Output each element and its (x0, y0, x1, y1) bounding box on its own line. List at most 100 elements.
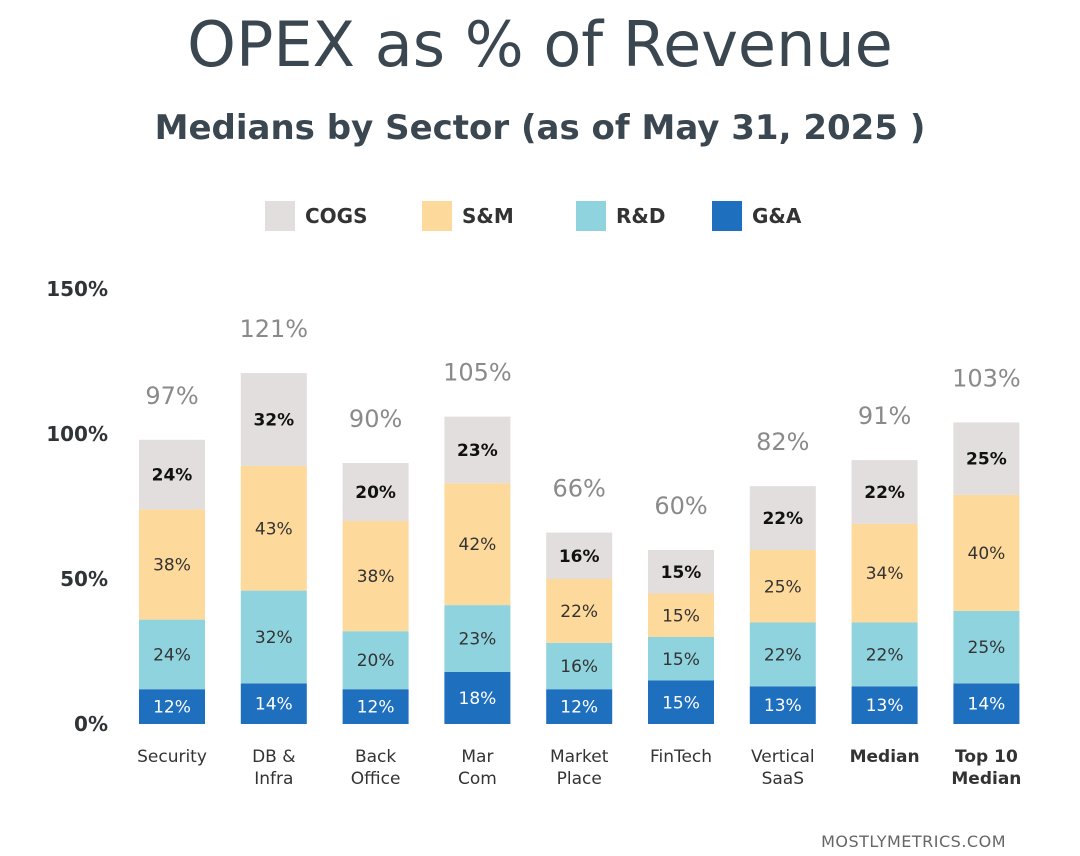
x-tick-label: Top 10 Median (951, 747, 1021, 789)
total-label: 97% (145, 382, 198, 410)
data-label-ga: 14% (968, 695, 1006, 715)
data-label-rd: 22% (866, 645, 904, 665)
data-label-ga: 18% (459, 689, 497, 709)
bars: 12% 24% 38% 24% 97% 14% 32% 43% 32% 121% 12% 20% 38%… (139, 315, 1021, 724)
bar-segment-rd (240, 590, 307, 684)
x-tick-label: Vertical SaaS (751, 747, 815, 789)
bar-stack: 12% 16% 22% 16% 66% (546, 475, 613, 724)
bar-segment-ga (953, 683, 1020, 724)
data-label-sm: 40% (968, 544, 1006, 564)
data-label-rd: 22% (764, 645, 802, 665)
bar-segment-sm (546, 579, 613, 643)
y-tick-label: 50% (60, 567, 108, 591)
bar-segment-sm (749, 550, 816, 623)
bar-segment-rd (749, 622, 816, 687)
bar-segment-cogs (444, 416, 511, 484)
bar-segment-cogs (342, 463, 409, 521)
legend-swatch-ga (712, 201, 742, 231)
data-label-rd: 15% (662, 650, 700, 670)
bar-segment-rd (139, 619, 205, 690)
legend-swatch-sm (422, 201, 452, 231)
bar-stack: 13% 22% 25% 22% 82% (749, 428, 816, 724)
bar-stack: 14% 32% 43% 32% 121% (239, 315, 308, 724)
bar-segment-rd (851, 622, 918, 687)
bar-segment-sm (851, 523, 918, 623)
data-label-sm: 34% (866, 564, 904, 584)
data-label-cogs: 15% (661, 563, 702, 583)
x-tick-label: DB & Infra (252, 747, 295, 789)
x-tick-label: Back Office (351, 747, 401, 789)
total-label: 82% (756, 428, 809, 456)
data-label-cogs: 24% (152, 466, 193, 486)
legend-label-sm: S&M (462, 204, 514, 228)
total-label: 66% (553, 475, 606, 503)
watermark: MOSTLYMETRICS.COM (821, 832, 1006, 851)
bar-segment-rd (648, 637, 714, 681)
y-axis: 0% 50% 100% 150% (46, 277, 108, 736)
bar-segment-ga (648, 680, 714, 724)
data-label-sm: 43% (255, 519, 293, 539)
data-label-cogs: 32% (253, 411, 294, 431)
data-label-cogs: 22% (762, 509, 803, 529)
bar-segment-cogs (953, 422, 1020, 495)
y-tick-label: 0% (74, 712, 108, 736)
bar-segment-rd (444, 605, 511, 672)
bar-segment-ga (444, 671, 511, 724)
legend-label-ga: G&A (752, 204, 802, 228)
bar-segment-ga (342, 689, 409, 724)
x-axis: Security DB & Infra Back Office Mar Com Market P… (137, 747, 1021, 789)
data-label-cogs: 22% (864, 483, 905, 503)
data-label-cogs: 20% (355, 483, 396, 503)
y-tick-label: 150% (46, 277, 108, 301)
legend-swatch-rd (576, 201, 606, 231)
data-label-rd: 16% (560, 657, 598, 677)
data-label-rd: 32% (255, 628, 293, 648)
legend-swatch-cogs (265, 201, 295, 231)
data-label-sm: 38% (153, 556, 191, 576)
legend-label-rd: R&D (616, 204, 665, 228)
total-label: 60% (654, 492, 707, 520)
bar-stack: 15% 15% 15% 15% 60% (648, 492, 714, 724)
data-label-ga: 12% (560, 698, 598, 718)
data-label-ga: 15% (662, 693, 700, 713)
legend: COGS S&M R&D G&A (265, 201, 802, 231)
data-label-sm: 22% (560, 602, 598, 622)
data-label-sm: 15% (662, 606, 700, 626)
bar-segment-ga (546, 689, 613, 724)
data-label-sm: 38% (357, 567, 395, 587)
data-label-cogs: 23% (457, 441, 498, 461)
bar-segment-sm (342, 521, 409, 632)
bar-segment-cogs (851, 460, 918, 524)
x-tick-label: Security (137, 747, 207, 767)
total-label: 105% (443, 359, 512, 387)
bar-segment-cogs (240, 373, 307, 466)
bar-segment-ga (851, 686, 918, 724)
data-label-rd: 23% (459, 629, 497, 649)
bar-segment-ga (139, 689, 205, 724)
data-label-rd: 25% (968, 638, 1006, 658)
data-label-ga: 14% (255, 695, 293, 715)
bar-segment-cogs (139, 439, 205, 510)
data-label-ga: 12% (357, 698, 395, 718)
x-tick-label: Market Place (550, 747, 609, 789)
data-label-sm: 42% (459, 535, 497, 555)
bar-segment-rd (953, 610, 1020, 684)
total-label: 121% (239, 315, 308, 343)
x-tick-label: FinTech (650, 747, 712, 767)
data-label-ga: 13% (866, 696, 904, 716)
bar-segment-cogs (546, 532, 613, 579)
y-tick-label: 100% (46, 422, 108, 446)
bar-segment-cogs (749, 486, 816, 550)
bar-segment-sm (953, 494, 1020, 611)
chart-subtitle: Medians by Sector (as of May 31, 2025 ) (154, 108, 926, 148)
data-label-cogs: 25% (966, 450, 1007, 470)
chart-title: OPEX as % of Revenue (187, 8, 893, 81)
bar-segment-sm (648, 593, 714, 637)
bar-segment-ga (749, 686, 816, 724)
bar-stack: 12% 24% 38% 24% 97% (139, 382, 205, 724)
total-label: 90% (349, 405, 402, 433)
x-tick-label: Mar Com (458, 747, 497, 789)
bar-segment-sm (444, 483, 511, 606)
bar-segment-ga (240, 683, 307, 724)
